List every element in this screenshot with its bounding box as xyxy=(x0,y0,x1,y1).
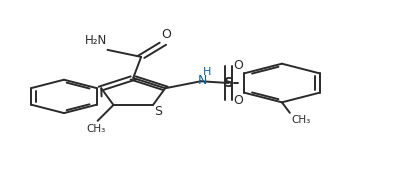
Text: O: O xyxy=(233,59,243,72)
Text: S: S xyxy=(154,105,162,118)
Text: O: O xyxy=(233,94,243,107)
Text: CH₃: CH₃ xyxy=(86,124,105,134)
Text: CH₃: CH₃ xyxy=(292,115,311,125)
Text: N: N xyxy=(197,74,207,87)
Text: H: H xyxy=(202,67,211,77)
Text: O: O xyxy=(161,28,171,41)
Text: H₂N: H₂N xyxy=(85,34,107,47)
Text: S: S xyxy=(224,76,233,90)
